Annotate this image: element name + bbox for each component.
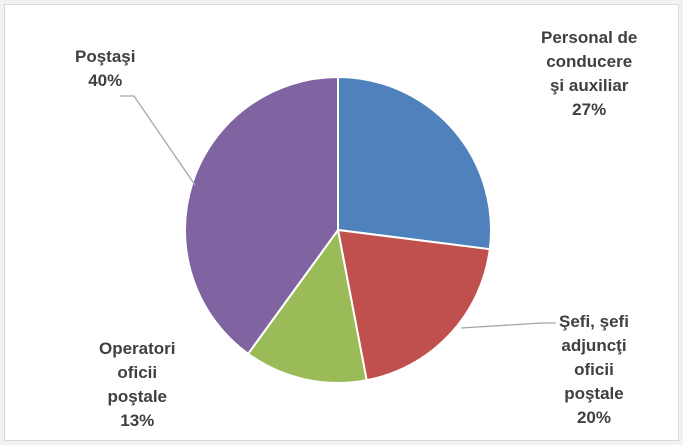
slice-operatori bbox=[246, 227, 368, 384]
slice-label-sefi: Şefi, şefi adjuncţi oficii poştale 20% bbox=[559, 312, 629, 427]
slice-sefi bbox=[336, 228, 491, 382]
chart-area: Personal de conducere şi auxiliar 27% Şe… bbox=[4, 4, 679, 441]
leader-line-postasi bbox=[120, 95, 196, 186]
slice-label-personal: Personal de conducere şi auxiliar 27% bbox=[541, 28, 638, 119]
pie-chart bbox=[120, 75, 556, 384]
leader-line-sefi bbox=[460, 322, 556, 329]
slice-postasi bbox=[184, 75, 339, 356]
slice-label-postasi: Poştaşi 40% bbox=[75, 47, 136, 90]
slice-personal bbox=[337, 75, 492, 251]
slice-label-operatori: Operatori oficii poştale 13% bbox=[99, 339, 176, 430]
